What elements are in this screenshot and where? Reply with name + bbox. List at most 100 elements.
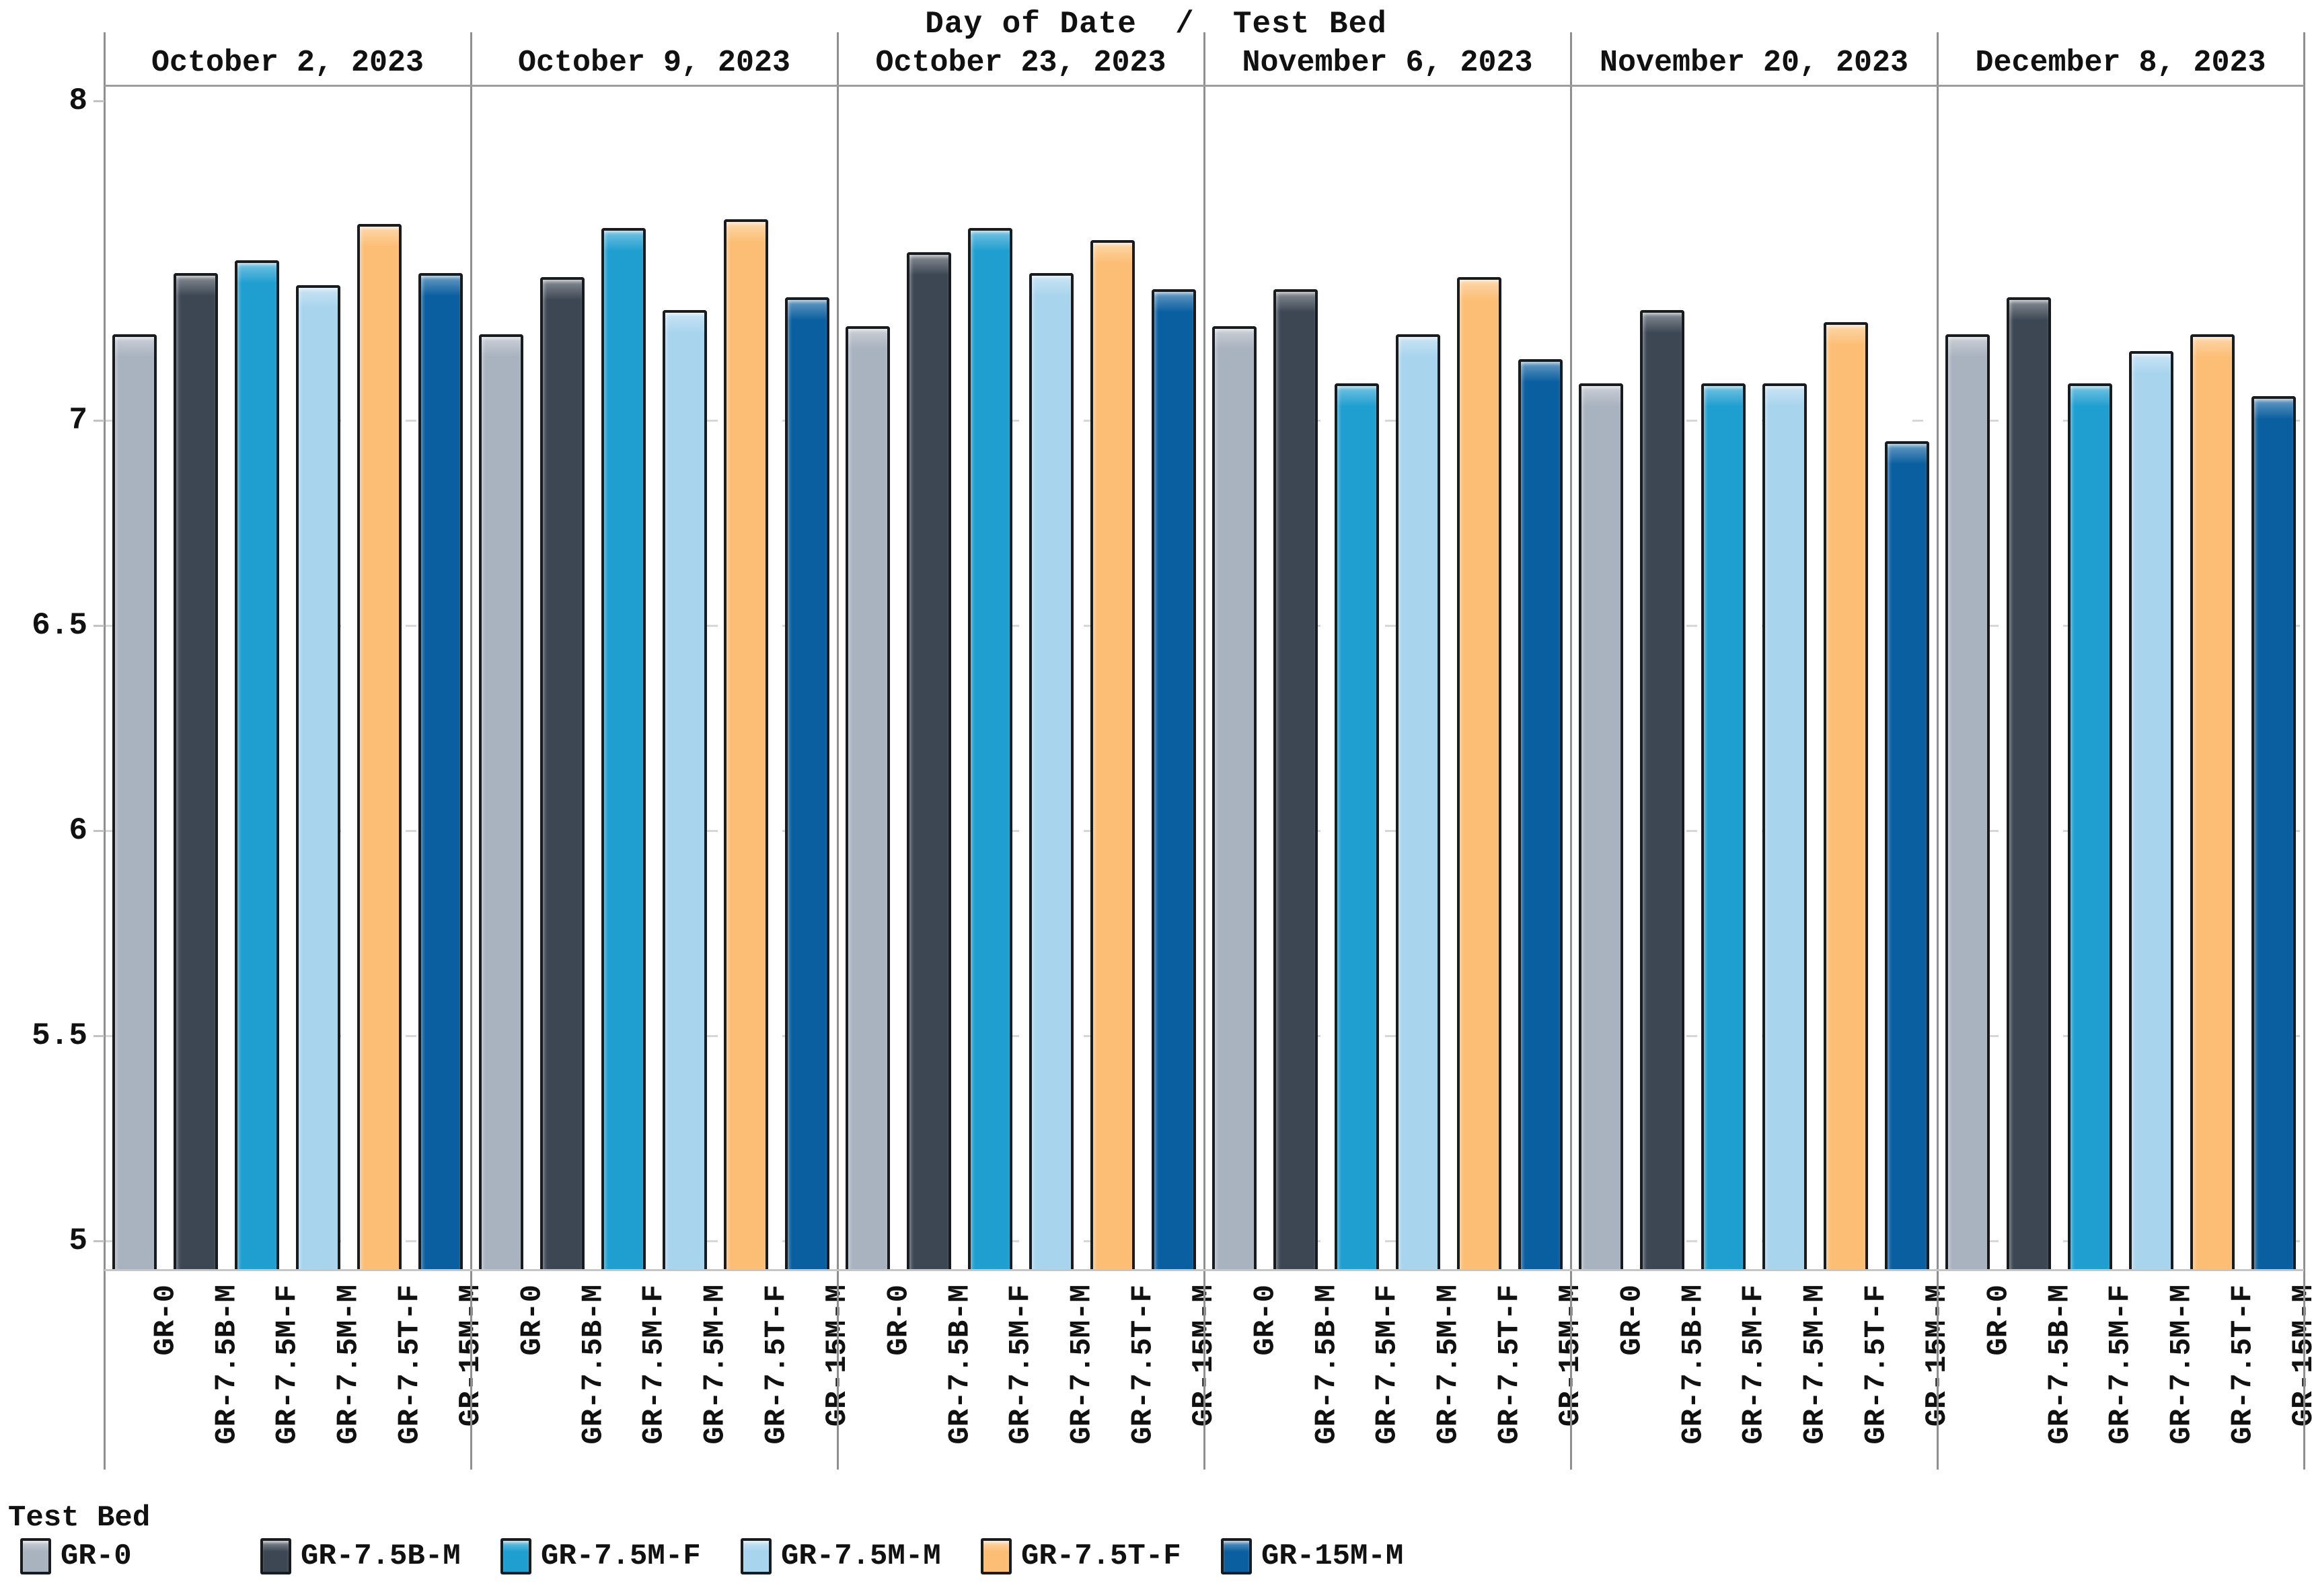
bar[interactable] bbox=[846, 326, 891, 1270]
legend-item[interactable]: GR-7.5B-M bbox=[260, 1537, 461, 1575]
x-axis-label: GR-7.5B-M bbox=[576, 1285, 611, 1445]
x-axis-label: GR-7.5T-F bbox=[1493, 1285, 1527, 1445]
bar[interactable] bbox=[907, 252, 952, 1270]
y-tick-label: 8 bbox=[69, 83, 87, 118]
panel-separator bbox=[837, 32, 839, 1470]
bar[interactable] bbox=[2007, 297, 2052, 1270]
legend-item-label: GR-7.5B-M bbox=[301, 1540, 461, 1573]
bar[interactable] bbox=[112, 334, 157, 1270]
bar[interactable] bbox=[1212, 326, 1257, 1270]
x-axis-label: GR-7.5B-M bbox=[943, 1285, 977, 1445]
panel-separator bbox=[2303, 32, 2305, 1470]
x-axis-label: GR-7.5T-F bbox=[2226, 1285, 2260, 1445]
bar[interactable] bbox=[418, 272, 463, 1270]
bar[interactable] bbox=[1090, 239, 1135, 1270]
panel-separator bbox=[1570, 32, 1572, 1470]
x-axis-label: GR-7.5M-F bbox=[1738, 1285, 1772, 1445]
x-axis-label: GR-0 bbox=[149, 1285, 183, 1356]
legend-item[interactable]: GR-7.5M-M bbox=[741, 1537, 941, 1575]
bar[interactable] bbox=[662, 309, 707, 1270]
bar[interactable] bbox=[357, 223, 402, 1270]
x-axis-label: GR-7.5T-F bbox=[759, 1285, 794, 1445]
bar[interactable] bbox=[2190, 334, 2235, 1270]
x-axis-label: GR-7.5T-F bbox=[393, 1285, 427, 1445]
panel-header-label: November 6, 2023 bbox=[1242, 46, 1533, 80]
y-tick-mark bbox=[94, 830, 104, 833]
y-tick-mark bbox=[94, 1035, 104, 1038]
panel-header-label: November 20, 2023 bbox=[1599, 46, 1909, 80]
bar[interactable] bbox=[1273, 289, 1318, 1270]
bar[interactable] bbox=[1395, 334, 1440, 1270]
bar[interactable] bbox=[235, 260, 280, 1270]
x-axis-label: GR-0 bbox=[1982, 1285, 2016, 1356]
x-axis-label: GR-7.5M-F bbox=[1004, 1285, 1039, 1445]
legend-item[interactable]: GR-0 bbox=[20, 1537, 132, 1575]
panel-separator bbox=[104, 32, 106, 1470]
y-tick-mark bbox=[94, 1240, 104, 1243]
bar[interactable] bbox=[295, 285, 340, 1270]
panel-header-label: October 2, 2023 bbox=[151, 46, 424, 80]
legend-item[interactable]: GR-15M-M bbox=[1221, 1537, 1403, 1575]
plot-top-border bbox=[104, 85, 2304, 87]
bar[interactable] bbox=[1518, 358, 1563, 1270]
panel-separator bbox=[1203, 32, 1205, 1470]
y-tick-mark bbox=[94, 420, 104, 422]
bar[interactable] bbox=[1884, 441, 1929, 1270]
x-axis-label: GR-7.5M-F bbox=[1371, 1285, 1405, 1445]
panel-separator bbox=[470, 32, 472, 1470]
x-axis-label: GR-0 bbox=[1615, 1285, 1649, 1356]
bar[interactable] bbox=[2068, 383, 2113, 1270]
legend-swatch bbox=[20, 1538, 51, 1574]
y-tick-mark bbox=[94, 100, 104, 102]
x-axis-label: GR-7.5M-F bbox=[271, 1285, 305, 1445]
legend-item-label: GR-7.5M-F bbox=[541, 1540, 701, 1573]
x-axis-line bbox=[104, 1269, 2304, 1271]
bar[interactable] bbox=[601, 227, 646, 1270]
y-tick-label: 7 bbox=[69, 403, 87, 439]
x-axis-label: GR-15M-M bbox=[2287, 1285, 2312, 1427]
legend-swatch bbox=[500, 1538, 531, 1574]
legend-swatch bbox=[1221, 1538, 1252, 1574]
panel-header-label: October 23, 2023 bbox=[875, 46, 1166, 80]
x-axis-label: GR-0 bbox=[515, 1285, 550, 1356]
bar[interactable] bbox=[2128, 350, 2173, 1270]
x-axis-label: GR-7.5M-F bbox=[638, 1285, 672, 1445]
legend-swatch bbox=[741, 1538, 772, 1574]
bar[interactable] bbox=[1762, 383, 1807, 1270]
x-axis-label: GR-7.5M-F bbox=[2104, 1285, 2138, 1445]
x-axis-label: GR-7.5M-M bbox=[1065, 1285, 1099, 1445]
legend-title: Test Bed bbox=[8, 1501, 151, 1535]
legend-item-label: GR-7.5T-F bbox=[1021, 1540, 1181, 1573]
bar[interactable] bbox=[968, 227, 1013, 1270]
x-axis-label: GR-7.5B-M bbox=[1676, 1285, 1711, 1445]
bar[interactable] bbox=[1579, 383, 1624, 1270]
y-tick-label: 5 bbox=[69, 1223, 87, 1259]
legend-item[interactable]: GR-7.5M-F bbox=[500, 1537, 701, 1575]
bar[interactable] bbox=[1640, 309, 1685, 1270]
x-axis-label: GR-0 bbox=[882, 1285, 916, 1356]
bar[interactable] bbox=[1456, 276, 1501, 1270]
y-tick-label: 6.5 bbox=[32, 608, 87, 644]
x-axis-label: GR-7.5B-M bbox=[1310, 1285, 1344, 1445]
x-axis-label: GR-7.5M-M bbox=[1798, 1285, 1832, 1445]
x-axis-label: GR-7.5M-M bbox=[332, 1285, 366, 1445]
x-axis-label: GR-7.5M-M bbox=[1431, 1285, 1466, 1445]
bar[interactable] bbox=[1701, 383, 1746, 1270]
bar[interactable] bbox=[1823, 321, 1868, 1270]
x-axis-label: GR-0 bbox=[1248, 1285, 1283, 1356]
bar[interactable] bbox=[2251, 395, 2296, 1270]
x-axis-label: GR-7.5T-F bbox=[1859, 1285, 1894, 1445]
bar[interactable] bbox=[1151, 289, 1196, 1270]
panel-header-label: October 9, 2023 bbox=[517, 46, 791, 80]
bar[interactable] bbox=[1335, 383, 1380, 1270]
bar[interactable] bbox=[540, 276, 585, 1270]
bar[interactable] bbox=[723, 219, 768, 1270]
legend-item[interactable]: GR-7.5T-F bbox=[981, 1537, 1181, 1575]
y-tick-label: 6 bbox=[69, 813, 87, 849]
bar[interactable] bbox=[784, 297, 829, 1270]
bar[interactable] bbox=[1945, 334, 1990, 1270]
bar[interactable] bbox=[1029, 272, 1074, 1270]
bar[interactable] bbox=[174, 272, 219, 1270]
bar[interactable] bbox=[479, 334, 524, 1270]
